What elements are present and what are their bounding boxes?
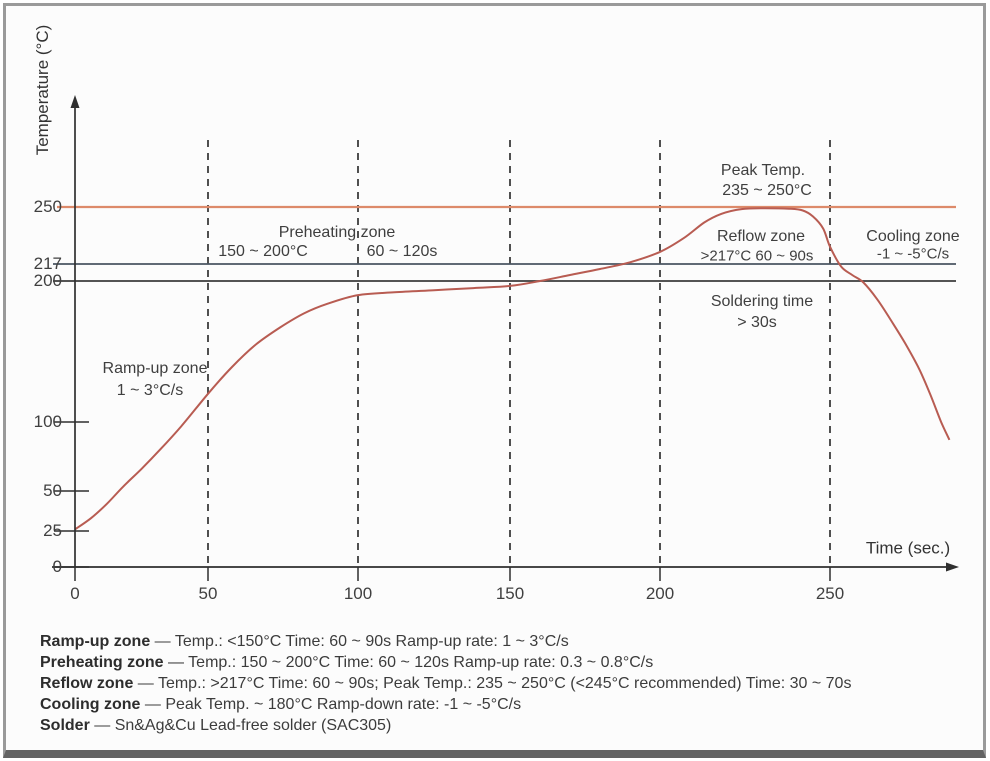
preheating-temp-label: 150 ~ 200°C — [218, 243, 308, 260]
x-tick-label-150: 150 — [495, 584, 525, 603]
legend-line: Preheating zone — Temp.: 150 ~ 200°C Tim… — [40, 652, 970, 673]
y-tick-label-217: 217 — [33, 254, 62, 273]
y-tick-label-100: 100 — [33, 412, 62, 431]
y-tick-label-200: 200 — [33, 271, 62, 290]
legend-line: Solder — Sn&Ag&Cu Lead-free solder (SAC3… — [40, 715, 970, 736]
ramp-up-rate-label: 1 ~ 3°C/s — [116, 382, 184, 399]
x-tick-label-200: 200 — [645, 584, 675, 603]
x-axis-arrow-icon — [946, 562, 959, 572]
soldering-time-label: Soldering time — [710, 293, 814, 310]
x-axis-title: Time (sec.) — [865, 538, 951, 558]
y-axis-arrow-icon — [70, 95, 80, 108]
legend-line: Reflow zone — Temp.: >217°C Time: 60 ~ 9… — [40, 673, 970, 694]
ramp-up-zone-label: Ramp-up zone — [102, 360, 208, 377]
y-axis-title: Temperature (°C) — [33, 24, 52, 156]
peak-temp-label: Peak Temp. — [720, 162, 806, 179]
reflow-spec-label: >217°C 60 ~ 90s — [700, 247, 814, 265]
legend-zone-name: Cooling zone — [40, 696, 141, 713]
legend-zone-name: Ramp-up zone — [40, 633, 151, 650]
peak-temp-range-label: 235 ~ 250°C — [722, 182, 812, 199]
legend-zone-desc: — Temp.: 150 ~ 200°C Time: 60 ~ 120s Ram… — [163, 654, 654, 671]
preheating-zone-label: Preheating zone — [278, 224, 396, 241]
cooling-rate-label: -1 ~ -5°C/s — [876, 245, 950, 263]
y-tick-label-250: 250 — [33, 197, 62, 216]
page-border-frame — [3, 3, 986, 758]
y-tick-label-50: 50 — [43, 481, 62, 500]
soldering-duration-label: > 30s — [737, 314, 777, 331]
y-tick-label-25: 25 — [43, 521, 62, 540]
reflow-zone-label: Reflow zone — [716, 228, 806, 245]
x-tick-label-250: 250 — [815, 584, 845, 603]
legend-zone-desc: — Temp.: >217°C Time: 60 ~ 90s; Peak Tem… — [133, 675, 852, 692]
legend-zone-desc: — Sn&Ag&Cu Lead-free solder (SAC305) — [89, 717, 392, 734]
legend-block: Ramp-up zone — Temp.: <150°C Time: 60 ~ … — [40, 631, 970, 736]
legend-zone-desc: — Temp.: <150°C Time: 60 ~ 90s Ramp-up r… — [150, 633, 569, 650]
preheating-time-label: 60 ~ 120s — [366, 243, 438, 260]
legend-zone-name: Preheating zone — [40, 654, 164, 671]
x-tick-label-100: 100 — [343, 584, 373, 603]
legend-zone-name: Solder — [40, 717, 90, 734]
legend-line: Cooling zone — Peak Temp. ~ 180°C Ramp-d… — [40, 694, 970, 715]
x-tick-label-50: 50 — [198, 584, 218, 603]
cooling-zone-label: Cooling zone — [866, 228, 960, 245]
temperature-profile-curve — [74, 207, 951, 531]
legend-line: Ramp-up zone — Temp.: <150°C Time: 60 ~ … — [40, 631, 970, 652]
x-tick-label-0: 0 — [70, 584, 80, 603]
legend-zone-name: Reflow zone — [40, 675, 134, 692]
y-tick-label-0: 0 — [52, 557, 62, 576]
legend-zone-desc: — Peak Temp. ~ 180°C Ramp-down rate: -1 … — [140, 696, 522, 713]
